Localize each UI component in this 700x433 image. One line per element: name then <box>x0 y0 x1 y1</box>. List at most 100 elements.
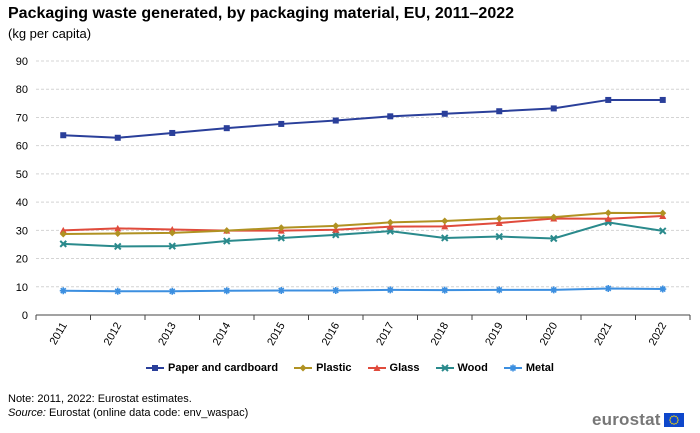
x-tick-label: 2019 <box>483 321 506 348</box>
data-point <box>332 231 340 239</box>
data-point <box>386 286 394 294</box>
data-point <box>550 213 558 221</box>
data-point <box>59 287 67 295</box>
x-tick-label: 2013 <box>156 321 179 348</box>
footnote: Note: 2011, 2022: Eurostat estimates. <box>8 393 192 405</box>
data-point <box>152 365 159 371</box>
data-point <box>604 215 612 222</box>
data-point <box>495 214 503 222</box>
data-point <box>114 224 122 232</box>
series-metal <box>59 284 667 295</box>
x-tick-label: 2016 <box>320 321 343 348</box>
series-line <box>63 98 663 139</box>
legend-item: Metal <box>503 362 554 374</box>
data-point <box>441 234 449 242</box>
data-point <box>386 218 394 226</box>
y-tick-label: 10 <box>16 282 28 294</box>
legend-swatch-icon <box>367 364 386 371</box>
data-point <box>441 110 448 117</box>
data-point <box>604 209 612 217</box>
source-text: Eurostat (online data code: env_waspac) <box>45 407 249 419</box>
data-point <box>277 286 285 294</box>
data-point <box>114 229 122 237</box>
data-point <box>495 232 503 241</box>
data-point <box>114 242 122 251</box>
data-point <box>495 219 503 226</box>
data-point <box>495 286 503 294</box>
y-tick-label: 0 <box>22 310 28 322</box>
y-tick-label: 80 <box>16 84 28 96</box>
data-point <box>168 229 176 237</box>
x-tick-label: 2015 <box>265 321 288 348</box>
series-plastic <box>59 209 667 238</box>
data-point <box>373 364 381 371</box>
legend-item: Plastic <box>294 362 352 374</box>
data-point <box>59 226 67 234</box>
data-point <box>223 125 230 132</box>
logo-text: eurostat <box>592 410 661 429</box>
data-point <box>509 364 517 372</box>
y-tick-label: 20 <box>16 254 28 266</box>
data-point <box>659 96 666 103</box>
data-point <box>440 364 449 372</box>
legend-label: Metal <box>525 362 554 374</box>
data-point <box>168 225 176 233</box>
data-point <box>60 132 67 139</box>
data-point <box>169 129 176 136</box>
series-paper-and-cardboard <box>60 96 666 141</box>
x-tick-label: 2017 <box>374 321 397 348</box>
data-point <box>59 230 67 238</box>
data-point <box>332 117 339 124</box>
data-point <box>386 223 394 230</box>
chart-legend: Paper and cardboard Plastic Glass Wood Metal <box>0 362 700 374</box>
legend-swatch-icon <box>503 364 522 372</box>
x-tick-label: 2014 <box>211 321 234 348</box>
data-point <box>550 234 558 243</box>
data-point <box>659 227 667 235</box>
data-point <box>550 105 557 112</box>
x-tick-label: 2011 <box>48 321 70 347</box>
data-point <box>168 242 176 250</box>
data-point <box>332 222 340 230</box>
data-point <box>223 287 231 295</box>
eurostat-logo: eurostat <box>592 410 684 430</box>
x-tick-label: 2021 <box>592 321 615 348</box>
source-label: Source: <box>8 407 46 419</box>
source-line: Source: Eurostat (online data code: env_… <box>8 407 248 419</box>
data-point <box>299 364 307 372</box>
data-point <box>223 227 231 235</box>
data-point <box>441 222 449 230</box>
series-line <box>63 287 663 293</box>
legend-item: Glass <box>367 362 420 374</box>
data-point <box>277 224 285 232</box>
data-point <box>387 113 394 120</box>
data-point <box>277 234 285 242</box>
legend-label: Plastic <box>316 362 352 374</box>
data-point <box>332 286 340 294</box>
data-point <box>168 287 176 295</box>
legend-item: Wood <box>435 362 488 374</box>
data-point <box>223 237 231 245</box>
legend-label: Glass <box>389 362 420 374</box>
x-tick-label: 2020 <box>538 321 561 348</box>
series-line <box>63 214 663 232</box>
y-tick-label: 40 <box>16 197 28 209</box>
data-point <box>441 286 449 294</box>
legend-swatch-icon <box>146 365 165 371</box>
legend-label: Wood <box>457 362 488 374</box>
y-tick-label: 50 <box>16 169 28 181</box>
series-line <box>63 221 663 248</box>
chart-title: Packaging waste generated, by packaging … <box>8 5 515 22</box>
data-point <box>114 134 121 141</box>
legend-swatch-icon <box>435 364 454 372</box>
y-tick-label: 70 <box>16 112 28 124</box>
x-tick-label: 2022 <box>647 321 670 348</box>
data-point <box>659 209 667 217</box>
data-point <box>114 287 122 295</box>
data-point <box>278 120 285 127</box>
data-point <box>550 286 558 294</box>
data-point <box>496 108 503 115</box>
legend-swatch-icon <box>294 364 313 372</box>
y-tick-label: 90 <box>16 56 28 68</box>
data-point <box>59 240 67 248</box>
